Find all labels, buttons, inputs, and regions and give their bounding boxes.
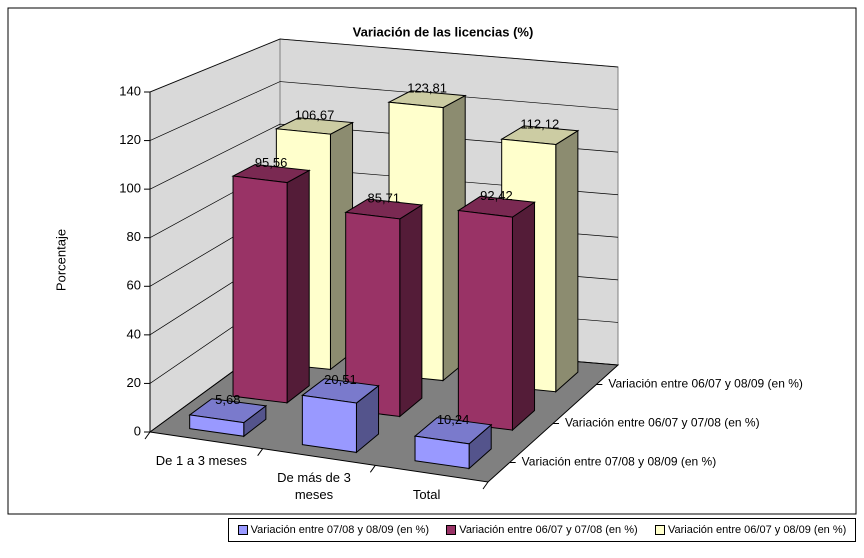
value-label: 5,68 — [215, 392, 240, 407]
value-label: 92,42 — [480, 188, 513, 203]
bar — [301, 378, 380, 454]
z-tick-label: Variación entre 07/08 y 08/09 (en %) — [522, 455, 717, 469]
x-tick-label: De 1 a 3 meses — [155, 453, 247, 469]
chart-title: Variación de las licencias (%) — [353, 24, 534, 39]
bar — [344, 198, 424, 418]
grid-line — [149, 81, 619, 141]
legend-item: Variación entre 06/07 y 08/09 (en %) — [654, 524, 847, 536]
value-label: 10,24 — [437, 412, 470, 427]
legend-swatch — [237, 525, 248, 535]
x-tick-label: De más de 3 meses — [277, 470, 351, 502]
value-label: 123,81 — [407, 80, 447, 95]
bar — [456, 195, 536, 432]
bar-side — [399, 204, 423, 418]
bar-side — [511, 201, 536, 432]
legend-label: Variación entre 06/07 y 07/08 (en %) — [459, 524, 638, 536]
y-tick-label: 20 — [127, 375, 141, 390]
grid-line — [149, 38, 619, 93]
bar-front — [414, 435, 470, 470]
value-label: 112,12 — [520, 117, 559, 132]
value-label: 106,67 — [295, 107, 335, 122]
legend-label: Variación entre 06/07 y 08/09 (en %) — [667, 524, 847, 536]
legend-item: Variación entre 07/08 y 08/09 (en %) — [237, 524, 429, 536]
y-tick-label: 140 — [119, 83, 141, 98]
legend-label: Variación entre 07/08 y 08/09 (en %) — [250, 524, 429, 536]
y-tick-label: 0 — [134, 423, 141, 438]
bar-side — [555, 129, 579, 393]
x-tick-label: Total — [412, 486, 441, 502]
bar — [188, 398, 268, 438]
x-tick — [257, 448, 264, 456]
legend-item: Variación entre 06/07 y 07/08 (en %) — [446, 524, 638, 536]
value-label: 20,51 — [324, 372, 357, 387]
y-tick-label: 120 — [119, 132, 141, 147]
legend-swatch — [654, 525, 665, 535]
value-label: 95,56 — [255, 155, 288, 170]
bar-front — [189, 414, 245, 437]
x-tick — [369, 465, 376, 473]
bar-front — [301, 394, 357, 453]
y-tick-label: 60 — [127, 278, 141, 293]
z-tick-label: Variación entre 06/07 y 08/09 (en %) — [608, 377, 803, 391]
legend-swatch — [446, 525, 457, 535]
y-axis-label: Porcentaje — [53, 229, 68, 291]
value-label: 85,71 — [368, 190, 401, 205]
x-tick — [144, 431, 151, 440]
bar-front — [345, 211, 401, 418]
bar — [413, 417, 493, 470]
y-tick-label: 40 — [127, 326, 141, 341]
bar-side — [286, 169, 310, 404]
legend: Variación entre 07/08 y 08/09 (en %) Vari… — [228, 518, 856, 542]
bar-front — [232, 175, 288, 404]
y-tick-label: 100 — [119, 181, 141, 196]
z-tick-label: Variación entre 06/07 y 07/08 (en %) — [565, 416, 760, 430]
bar-front — [457, 209, 513, 431]
y-tick-label: 80 — [127, 229, 141, 244]
x-tick — [482, 481, 489, 490]
bar — [231, 163, 311, 404]
